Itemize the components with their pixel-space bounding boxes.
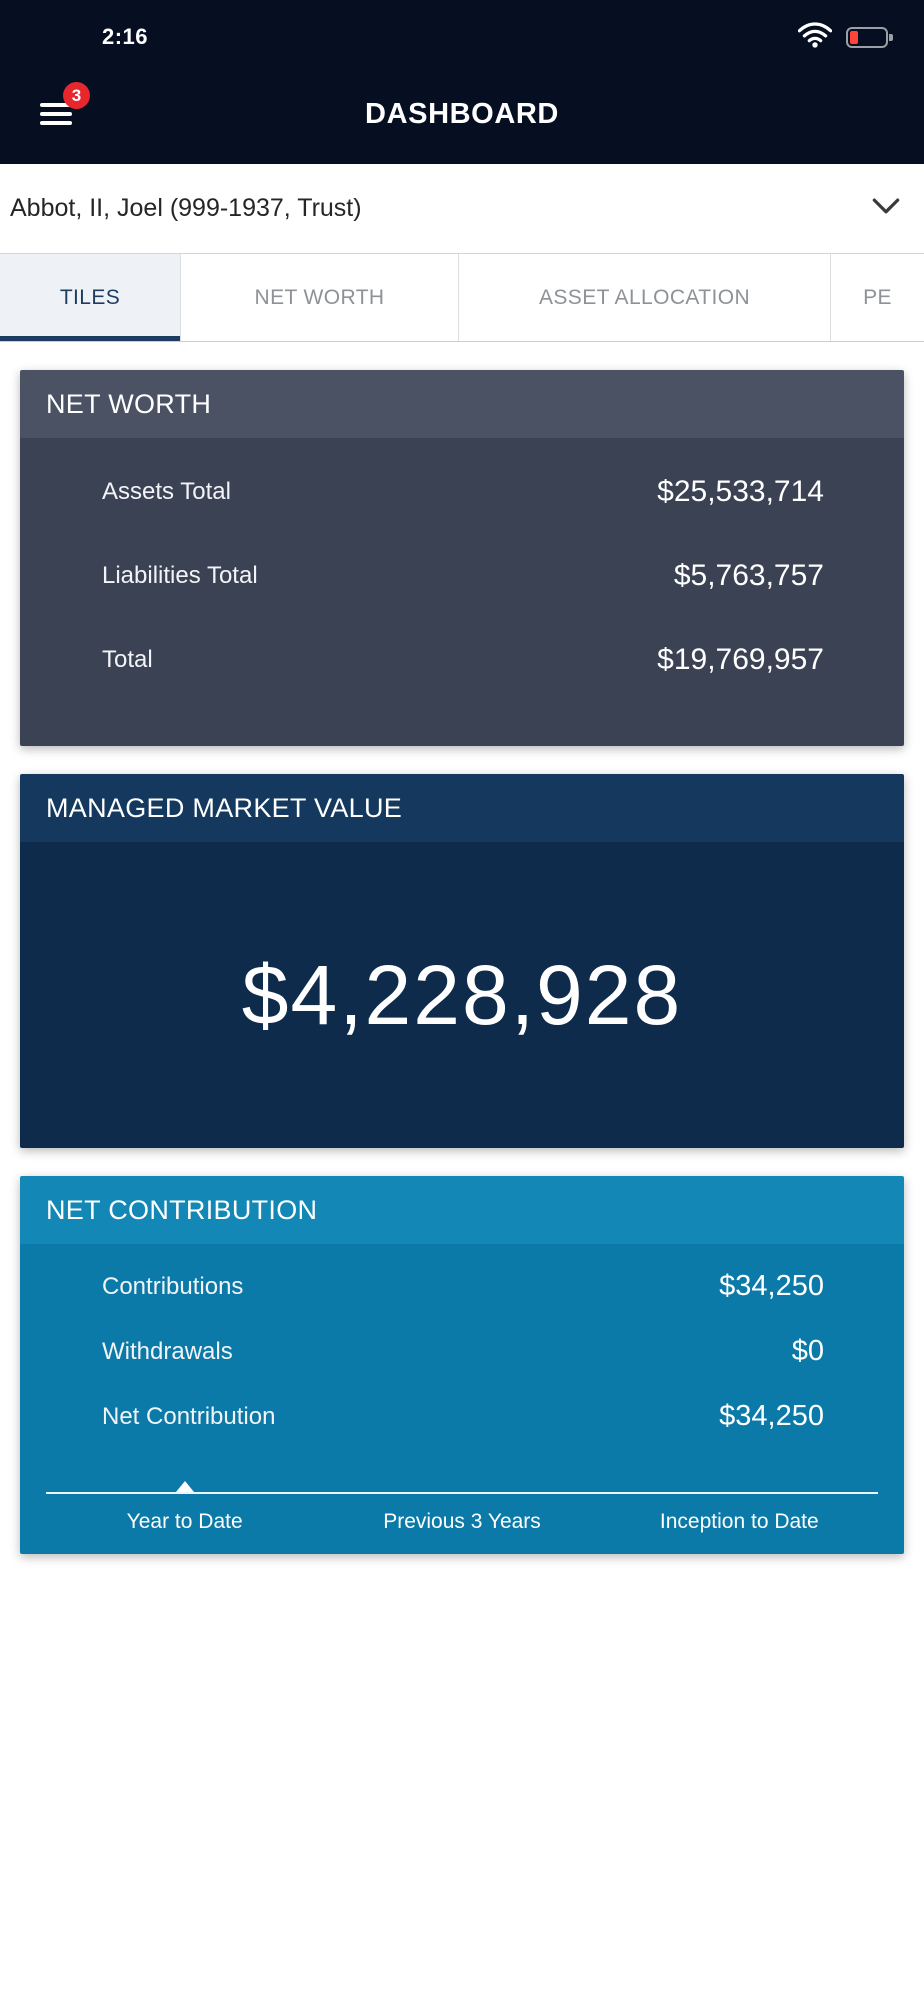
net-contribution-title: NET CONTRIBUTION <box>20 1176 904 1244</box>
managed-market-value-card: MANAGED MARKET VALUE $4,228,928 <box>20 774 904 1148</box>
dashboard-tiles: NET WORTH Assets Total $25,533,714 Liabi… <box>0 342 924 1582</box>
net-worth-card-title: NET WORTH <box>20 370 904 438</box>
tab-pe-truncated[interactable]: PE <box>863 285 892 309</box>
row-value: $25,533,714 <box>657 475 824 508</box>
tab-asset-allocation[interactable]: ASSET ALLOCATION <box>459 254 831 341</box>
managed-market-value-amount: $4,228,928 <box>241 947 683 1042</box>
period-inception-to-date[interactable]: Inception to Date <box>659 1510 819 1533</box>
period-selector: Year to Date Previous 3 Years Inception … <box>20 1481 904 1554</box>
battery-icon <box>846 26 893 48</box>
period-divider <box>46 1492 878 1494</box>
tab-tiles[interactable]: TILES <box>0 254 181 341</box>
tab-bar: TILES NET WORTH ASSET ALLOCATION PE <box>0 254 924 342</box>
managed-market-value-title: MANAGED MARKET VALUE <box>20 774 904 842</box>
period-year-to-date[interactable]: Year to Date <box>126 1510 243 1533</box>
table-row: Withdrawals $0 <box>20 1319 904 1384</box>
table-row: Assets Total $25,533,714 <box>20 450 904 534</box>
row-value: $19,769,957 <box>657 643 824 676</box>
row-label: Contributions <box>102 1272 244 1300</box>
row-label: Liabilities Total <box>102 562 258 589</box>
table-row: Net Contribution $34,250 <box>20 1384 904 1449</box>
notification-badge: 3 <box>63 82 90 109</box>
status-icons <box>797 21 893 53</box>
tab-net-worth[interactable]: NET WORTH <box>181 254 459 341</box>
app-header: 3 DASHBOARD <box>0 64 924 164</box>
account-selector[interactable]: Abbot, II, Joel (999-1937, Trust) <box>0 164 924 254</box>
table-row: Total $19,769,957 <box>20 618 904 702</box>
net-worth-card: NET WORTH Assets Total $25,533,714 Liabi… <box>20 370 904 746</box>
wifi-icon <box>797 21 833 53</box>
top-bar: 2:16 3 DASHBOARD <box>0 0 924 164</box>
account-name: Abbot, II, Joel (999-1937, Trust) <box>10 194 362 222</box>
row-label: Assets Total <box>102 478 231 505</box>
table-row: Liabilities Total $5,763,757 <box>20 534 904 618</box>
period-options: Year to Date Previous 3 Years Inception … <box>46 1510 878 1534</box>
row-value: $5,763,757 <box>673 559 824 592</box>
net-contribution-card: NET CONTRIBUTION Contributions $34,250 W… <box>20 1176 904 1554</box>
net-contribution-body: Contributions $34,250 Withdrawals $0 Net… <box>20 1244 904 1554</box>
hamburger-icon <box>40 103 72 125</box>
net-worth-card-body: Assets Total $25,533,714 Liabilities Tot… <box>20 438 904 746</box>
chevron-down-icon <box>872 198 900 220</box>
managed-market-value-body: $4,228,928 <box>20 842 904 1148</box>
status-time: 2:16 <box>102 24 149 49</box>
page-title: DASHBOARD <box>365 97 559 130</box>
battery-level-low <box>850 30 858 44</box>
period-previous-3-years[interactable]: Previous 3 Years <box>383 1510 541 1533</box>
row-value: $34,250 <box>719 1270 824 1302</box>
row-label: Withdrawals <box>102 1337 233 1365</box>
row-value: $34,250 <box>719 1400 824 1432</box>
row-value: $0 <box>791 1335 824 1367</box>
menu-button[interactable]: 3 <box>40 82 90 130</box>
status-bar: 2:16 <box>0 0 924 64</box>
row-label: Net Contribution <box>102 1402 276 1430</box>
table-row: Contributions $34,250 <box>20 1254 904 1319</box>
row-label: Total <box>102 646 153 673</box>
caret-up-icon <box>175 1481 194 1492</box>
